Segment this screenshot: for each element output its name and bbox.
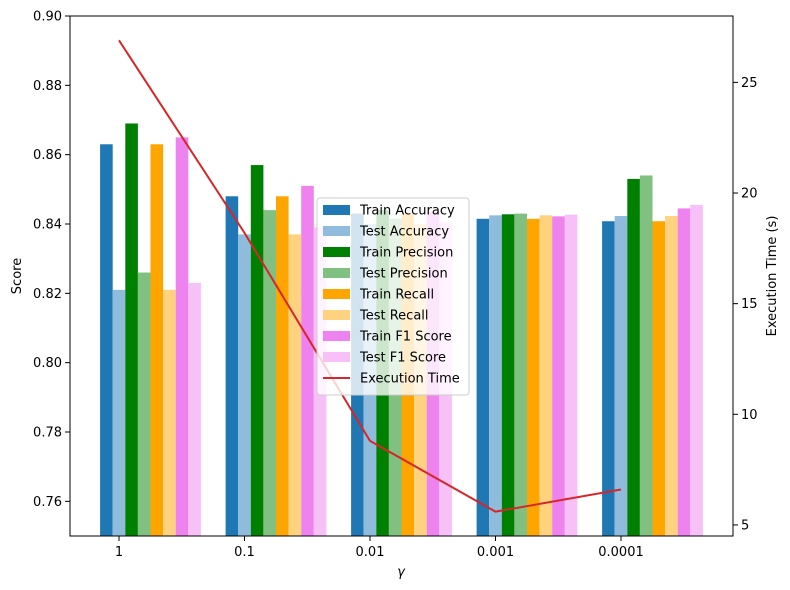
x-tick-label: 0.01 bbox=[356, 545, 385, 560]
line-execution-time bbox=[118, 39, 622, 513]
legend-label-execution-time: Execution Time bbox=[360, 372, 460, 387]
bar-test-precision-1 bbox=[137, 272, 151, 536]
bar-train-precision-0-001 bbox=[501, 214, 515, 537]
legend-label-train-accuracy: Train Accuracy bbox=[359, 204, 455, 219]
bar-train-recall-0-1 bbox=[276, 196, 289, 536]
legend-box bbox=[316, 197, 470, 396]
legend-label-test-precision: Test Precision bbox=[359, 267, 448, 282]
bar-train-f1-score-0-1 bbox=[301, 185, 314, 536]
bar-test-f1-score-1 bbox=[188, 282, 201, 536]
y-tick-label: 0.90 bbox=[33, 10, 62, 25]
bar-test-accuracy-1 bbox=[112, 289, 126, 536]
bar-test-f1-score-0-001 bbox=[564, 214, 578, 536]
bar-train-accuracy-0-1 bbox=[225, 196, 239, 536]
bar-train-accuracy-1 bbox=[100, 144, 113, 536]
bar-test-accuracy-0-001 bbox=[489, 215, 502, 536]
bar-test-recall-0-0001 bbox=[665, 216, 678, 536]
bar-test-precision-0-1 bbox=[263, 210, 276, 536]
bar-test-f1-score-0-0001 bbox=[690, 204, 703, 536]
x-axis-title: γ bbox=[397, 565, 406, 580]
legend-label-train-precision: Train Precision bbox=[359, 246, 453, 261]
y-tick-label: 0.76 bbox=[33, 495, 62, 510]
y2-tick-label: 5 bbox=[741, 518, 749, 533]
bar-train-precision-0-1 bbox=[250, 165, 264, 536]
legend-swatch-train-precision bbox=[323, 247, 350, 257]
y2-tick-label: 15 bbox=[741, 297, 758, 312]
x-tick-label: 0.1 bbox=[234, 545, 255, 560]
bar-train-accuracy-0-0001 bbox=[602, 221, 615, 537]
bar-train-accuracy-0-001 bbox=[476, 218, 490, 537]
bar-test-accuracy-0-1 bbox=[238, 234, 251, 536]
plot-frame bbox=[69, 15, 734, 537]
legend-swatch-test-recall bbox=[323, 310, 350, 320]
bar-train-recall-0-0001 bbox=[652, 221, 666, 537]
y-tick-label: 0.88 bbox=[33, 79, 62, 94]
y-tick-label: 0.80 bbox=[33, 356, 62, 371]
bar-train-precision-0-0001 bbox=[627, 178, 640, 536]
bar-test-precision-0-0001 bbox=[639, 175, 653, 536]
y-axis-right: 5 10 15 20 25 bbox=[733, 76, 758, 533]
bar-train-f1-score-0-001 bbox=[552, 216, 565, 536]
bar-test-precision-0-001 bbox=[514, 213, 527, 536]
legend-swatch-test-f1-score bbox=[323, 352, 350, 362]
bar-test-recall-0-1 bbox=[288, 234, 302, 536]
legend-swatch-train-f1-score bbox=[323, 331, 350, 341]
bar-train-recall-0-001 bbox=[527, 218, 540, 537]
x-tick-label: 0.001 bbox=[477, 545, 514, 560]
bar-test-recall-0-001 bbox=[539, 215, 553, 536]
y-axis-left: 0.76 0.78 0.80 0.82 0.84 0.86 0.88 0.90 bbox=[33, 10, 70, 510]
legend: Train Accuracy Test Accuracy Train Precisi… bbox=[316, 197, 470, 396]
legend-label-test-f1-score: Test F1 Score bbox=[359, 351, 446, 366]
y-tick-label: 0.78 bbox=[33, 426, 62, 441]
bar-train-f1-score-1 bbox=[175, 137, 189, 536]
legend-label-train-recall: Train Recall bbox=[359, 288, 434, 303]
y-tick-label: 0.82 bbox=[33, 287, 62, 302]
legend-label-test-accuracy: Test Accuracy bbox=[359, 225, 449, 240]
bar-test-recall-1 bbox=[163, 289, 176, 536]
y-tick-label: 0.86 bbox=[33, 148, 62, 163]
y-tick-label: 0.84 bbox=[33, 218, 62, 233]
bar-test-accuracy-0-0001 bbox=[614, 216, 628, 536]
legend-swatch-test-accuracy bbox=[323, 226, 350, 236]
x-tick-label: 1 bbox=[115, 545, 123, 560]
x-axis: 1 0.1 0.01 0.001 0.0001 bbox=[115, 536, 644, 560]
legend-label-train-f1-score: Train F1 Score bbox=[359, 330, 452, 345]
y2-tick-label: 20 bbox=[741, 187, 758, 202]
bar-train-f1-score-0-0001 bbox=[677, 208, 691, 536]
y-axis-title: Score bbox=[10, 258, 25, 294]
y2-tick-label: 25 bbox=[741, 76, 758, 91]
legend-swatch-train-accuracy bbox=[323, 205, 350, 215]
bar-train-precision-1 bbox=[125, 123, 138, 536]
bar-train-recall-1 bbox=[150, 144, 164, 536]
y2-axis-title: Execution Time (s) bbox=[765, 216, 780, 337]
line-layer bbox=[118, 39, 622, 513]
y2-tick-label: 10 bbox=[741, 408, 758, 423]
legend-label-test-recall: Test Recall bbox=[359, 309, 429, 324]
legend-swatch-test-precision bbox=[323, 268, 350, 278]
legend-swatch-train-recall bbox=[323, 289, 350, 299]
x-tick-label: 0.0001 bbox=[598, 545, 644, 560]
